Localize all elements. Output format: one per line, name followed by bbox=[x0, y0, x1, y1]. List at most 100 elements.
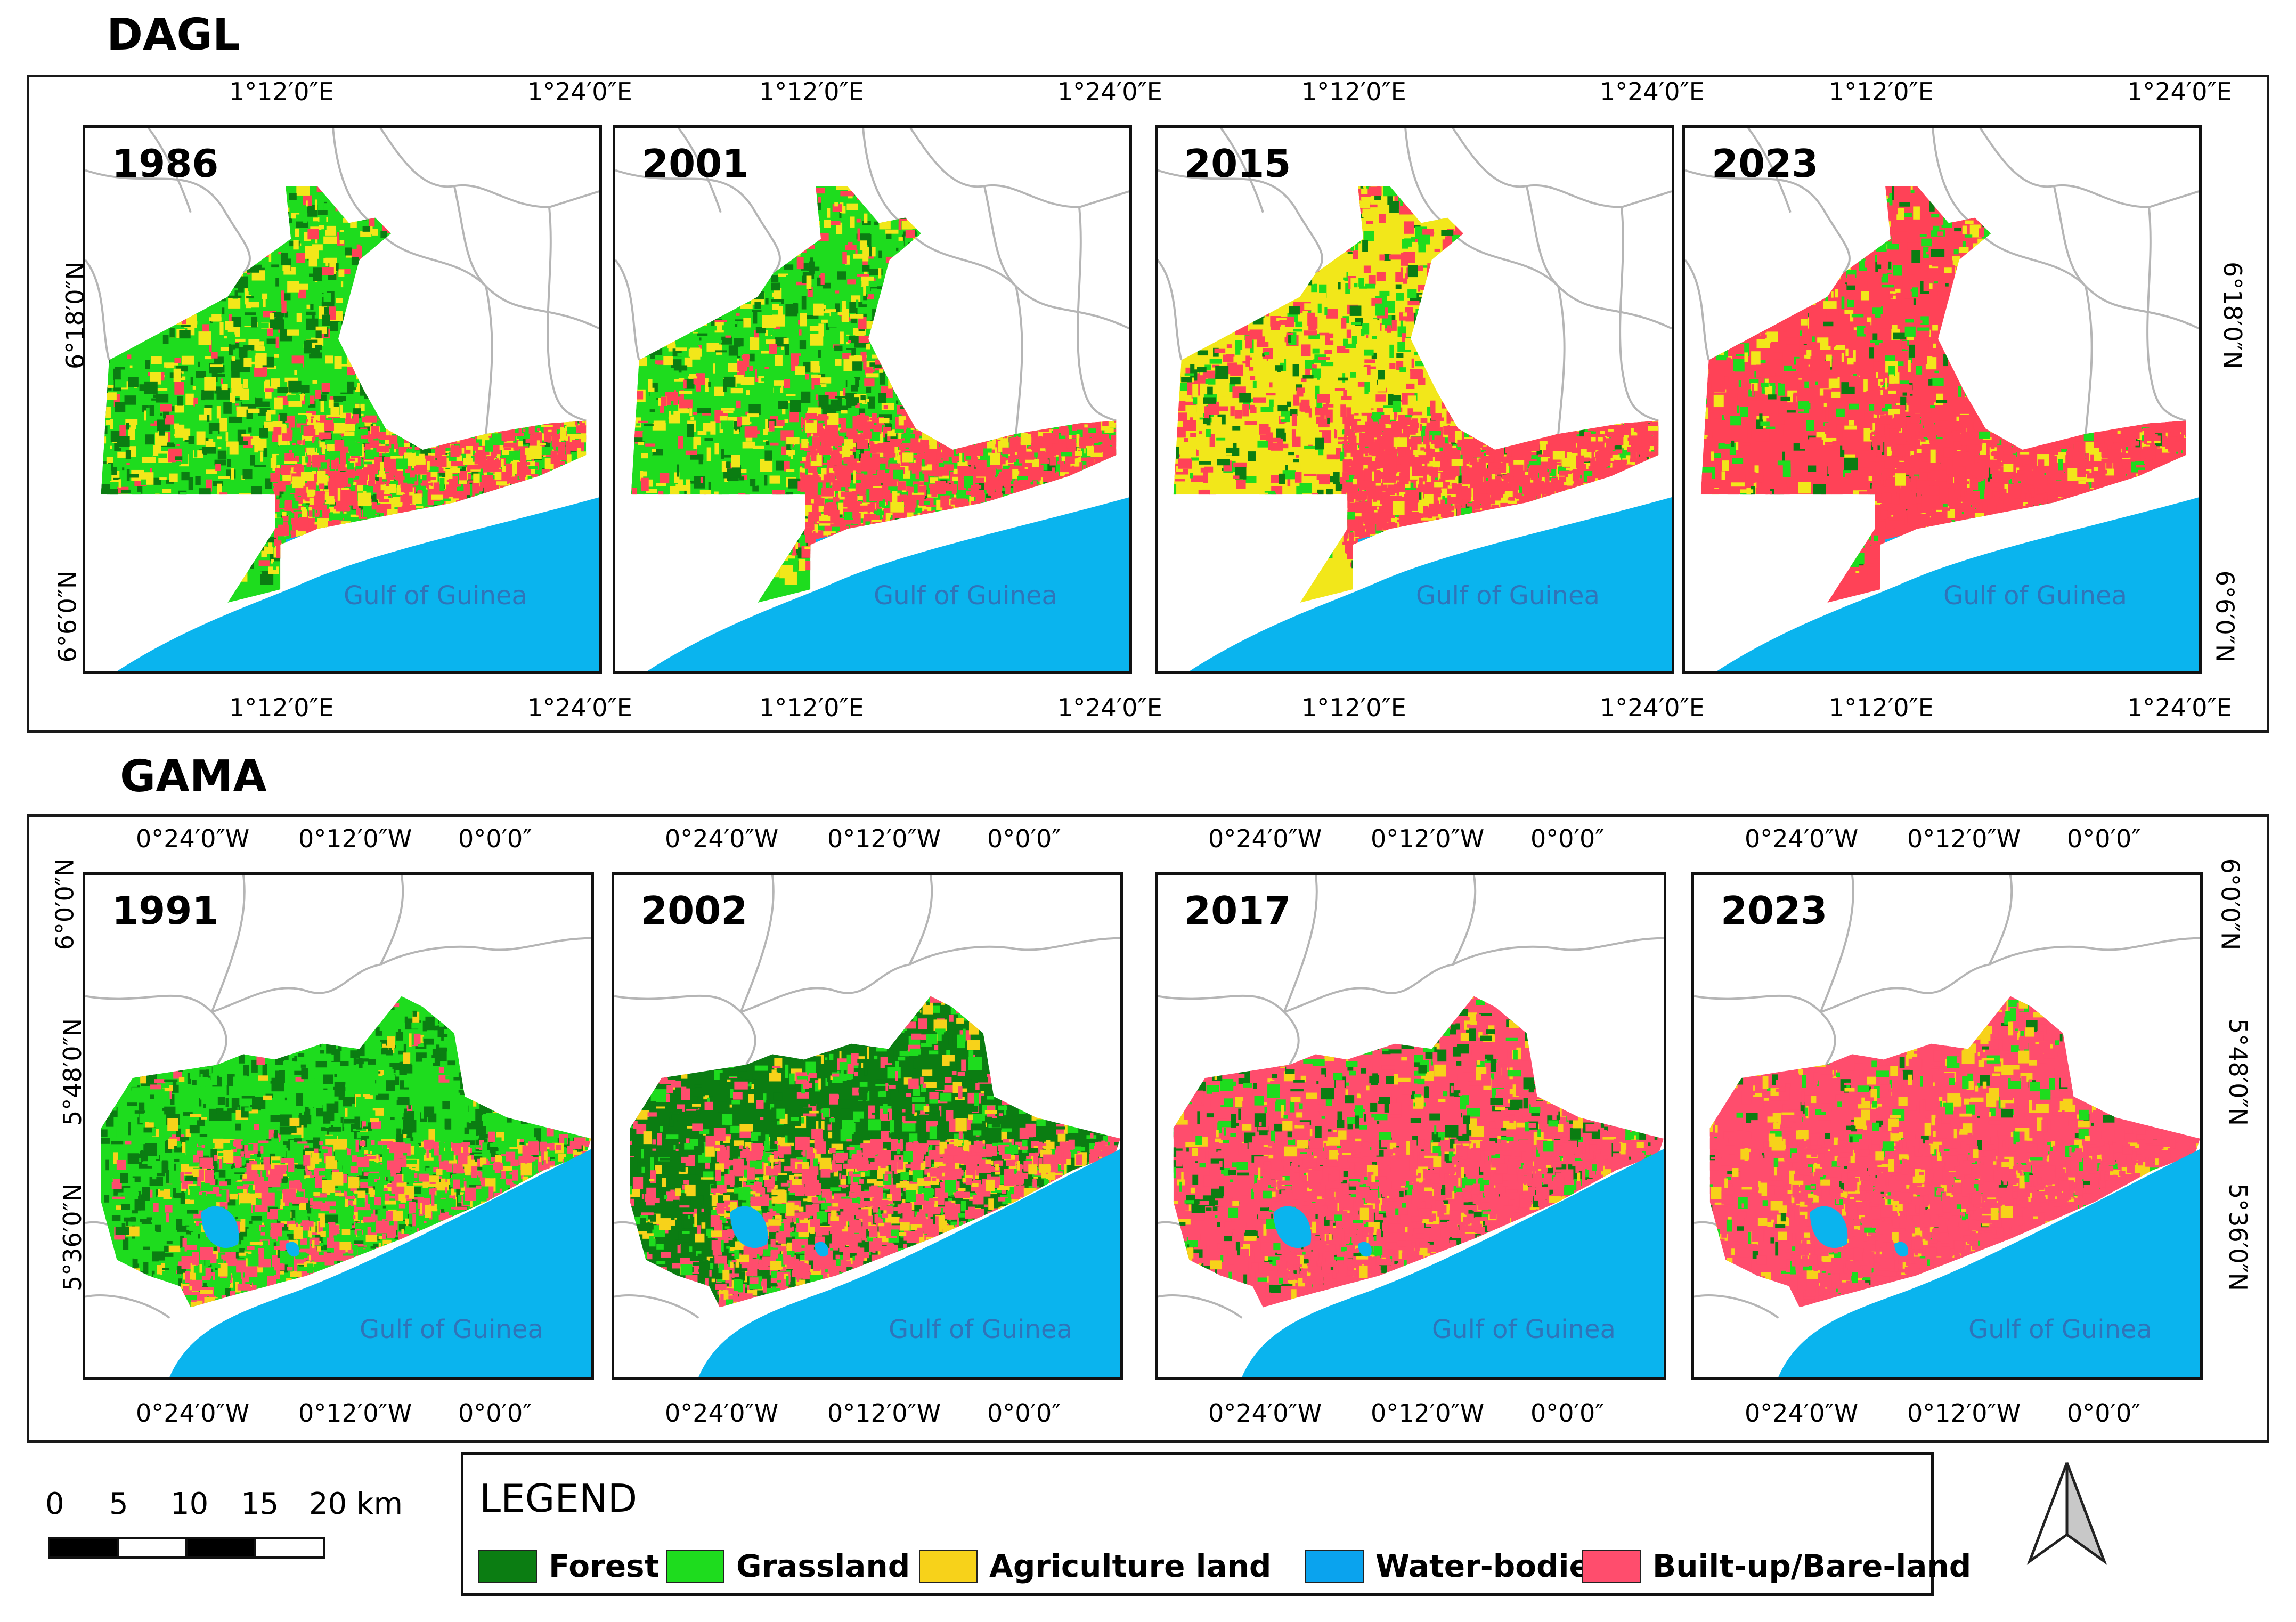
dagl-panel-0: 1986 Gulf of Guinea 1°12′0″E 1°12′0″E 1°24′0… bbox=[83, 77, 632, 722]
gama-lon-tick-bottom: 0°24′0″W bbox=[136, 1399, 249, 1428]
dagl-lon-tick-top: 1°12′0″E bbox=[229, 77, 334, 106]
dagl-year-label: 2015 bbox=[1184, 141, 1291, 186]
gama-lon-tick-bottom: 0°24′0″W bbox=[1745, 1399, 1858, 1428]
gama-lon-tick-bottom: 0°0′0″ bbox=[2067, 1399, 2140, 1428]
gama-boundary-line bbox=[908, 875, 933, 966]
dagl-boundary-line bbox=[453, 185, 487, 287]
dagl-year-label: 2023 bbox=[1712, 141, 1818, 186]
dagl-lon-tick-top: 1°24′0″E bbox=[2127, 77, 2232, 106]
gama-lat-tick: 5°36′0″N bbox=[58, 1183, 87, 1291]
dagl-boundary-line bbox=[485, 286, 493, 434]
gama-lon-tick-top: 0°12′0″W bbox=[1371, 824, 1484, 853]
gama-lon-tick-top: 0°24′0″W bbox=[1745, 824, 1858, 853]
gama-lon-tick-top: 0°0′0″ bbox=[1530, 824, 1604, 853]
gama-boundary-line bbox=[614, 994, 756, 1066]
gama-year-label: 2002 bbox=[641, 888, 747, 933]
dagl-lon-tick-bottom: 1°24′0″E bbox=[527, 693, 632, 722]
gama-gulf-label: Gulf of Guinea bbox=[360, 1315, 543, 1344]
gama-boundary-line bbox=[211, 963, 381, 1013]
gama-lat-tick: 6°0′0″N bbox=[50, 858, 79, 951]
gama-lon-tick-bottom: 0°12′0″W bbox=[1371, 1399, 1484, 1428]
dagl-year-label: 2001 bbox=[642, 141, 748, 186]
gama-boundary-line bbox=[614, 1294, 699, 1319]
gama-boundary-line bbox=[1819, 875, 1854, 1013]
dagl-lon-tick-bottom: 1°12′0″E bbox=[1829, 693, 1934, 722]
dagl-lon-tick-bottom: 1°12′0″E bbox=[1301, 693, 1406, 722]
scale-label-5: 5 bbox=[109, 1487, 128, 1521]
gama-lon-tick-bottom: 0°24′0″W bbox=[1208, 1399, 1322, 1428]
gama-lon-tick-top: 0°12′0″W bbox=[1907, 824, 2021, 853]
dagl-lon-tick-top: 1°12′0″E bbox=[759, 77, 864, 106]
dagl-sea bbox=[647, 497, 1129, 671]
dagl-boundary-line bbox=[983, 185, 1017, 287]
dagl-panel-1: 2001 Gulf of Guinea 1°12′0″E 1°12′0″E 1°24′0… bbox=[613, 77, 1162, 722]
dagl-gulf-label: Gulf of Guinea bbox=[1416, 581, 1600, 611]
legend-swatch-forest bbox=[478, 1550, 537, 1583]
gama-panel-1: 2002 Gulf of Guinea 0°24′0″W 0°24′0″W 0°12′0… bbox=[612, 824, 1123, 1428]
dagl-lon-tick-top: 1°12′0″E bbox=[1829, 77, 1934, 106]
legend-title: LEGEND bbox=[479, 1476, 637, 1521]
gama-lon-tick-top: 0°24′0″W bbox=[136, 824, 249, 853]
dagl-gulf-label: Gulf of Guinea bbox=[344, 581, 527, 611]
legend-label-grassland: Grassland bbox=[736, 1548, 910, 1584]
dagl-lat-tick: 6°18′0″N bbox=[2218, 262, 2247, 369]
dagl-lon-tick-bottom: 1°24′0″E bbox=[1600, 693, 1705, 722]
gama-sea bbox=[1242, 1149, 1664, 1377]
gama-boundary-line bbox=[1694, 1294, 1779, 1319]
gama-boundary-line bbox=[1452, 937, 1664, 966]
gama-lon-tick-bottom: 0°0′0″ bbox=[1530, 1399, 1604, 1428]
dagl-year-label: 1986 bbox=[112, 141, 218, 186]
dagl-sea bbox=[1716, 497, 2199, 671]
gama-boundary-line bbox=[210, 875, 246, 1013]
gama-gulf-label: Gulf of Guinea bbox=[1432, 1315, 1616, 1344]
scale-segment-3 bbox=[185, 1537, 256, 1559]
gama-boundary-line bbox=[1283, 963, 1453, 1013]
dagl-boundary-line bbox=[148, 128, 192, 213]
dagl-sea bbox=[1189, 497, 1672, 671]
dagl-boundary-line bbox=[2053, 185, 2087, 287]
dagl-boundary-line bbox=[1557, 286, 1566, 434]
gama-lon-tick-bottom: 0°0′0″ bbox=[987, 1399, 1061, 1428]
gama-boundary-line bbox=[380, 937, 591, 966]
dagl-boundary-line bbox=[1525, 185, 1559, 287]
legend-label-forest: Forest bbox=[549, 1548, 659, 1584]
dagl-boundary-line bbox=[85, 169, 251, 274]
gama-boundary-line bbox=[85, 1294, 170, 1319]
gama-gulf-label: Gulf of Guinea bbox=[889, 1315, 1072, 1344]
dagl-lon-tick-top: 1°24′0″E bbox=[1057, 77, 1162, 106]
dagl-gulf-label: Gulf of Guinea bbox=[874, 581, 1057, 611]
legend-swatch-builtup bbox=[1582, 1550, 1641, 1583]
dagl-lon-tick-bottom: 1°24′0″E bbox=[1057, 693, 1162, 722]
dagl-boundary-line bbox=[615, 259, 640, 361]
dagl-lat-tick: 6°6′0″N bbox=[2210, 571, 2239, 663]
gama-map-0 bbox=[83, 872, 594, 1380]
dagl-boundary-line bbox=[1158, 169, 1323, 274]
dagl-map-0 bbox=[83, 125, 602, 674]
gama-boundary-line bbox=[1283, 875, 1318, 1013]
gama-lon-tick-top: 0°0′0″ bbox=[458, 824, 532, 853]
gama-year-label: 2023 bbox=[1721, 888, 1827, 933]
scale-segment-1 bbox=[48, 1537, 119, 1559]
dagl-boundary-line bbox=[547, 207, 587, 422]
dagl-lon-tick-top: 1°24′0″E bbox=[527, 77, 632, 106]
legend-label-water: Water-bodies bbox=[1375, 1548, 1608, 1584]
gama-sea bbox=[169, 1149, 591, 1377]
gama-sea bbox=[1778, 1149, 2200, 1377]
gama-year-label: 1991 bbox=[112, 888, 218, 933]
dagl-panel-3: 2023 Gulf of Guinea 1°12′0″E 1°12′0″E 1°24′0… bbox=[1682, 77, 2232, 722]
scale-label-0: 0 bbox=[45, 1487, 64, 1521]
gama-boundary-line bbox=[1988, 875, 2013, 966]
legend-item-agriculture: Agriculture land bbox=[919, 1548, 1271, 1584]
dagl-lon-tick-top: 1°24′0″E bbox=[1600, 77, 1705, 106]
gama-lat-tick: 6°0′0″N bbox=[2216, 858, 2244, 951]
dagl-boundary-line bbox=[379, 128, 599, 208]
dagl-boundary-line bbox=[1220, 128, 1264, 213]
gama-boundary-line bbox=[1989, 937, 2200, 966]
gama-boundary-line bbox=[1694, 994, 1836, 1066]
dagl-boundary-line bbox=[85, 259, 110, 361]
dagl-panel-2: 2015 Gulf of Guinea 1°12′0″E 1°12′0″E 1°24′0… bbox=[1155, 77, 1705, 722]
dagl-frame bbox=[27, 75, 2269, 733]
gama-lon-tick-top: 0°24′0″W bbox=[665, 824, 778, 853]
dagl-lon-tick-bottom: 1°12′0″E bbox=[229, 693, 334, 722]
north-arrow-icon bbox=[2026, 1462, 2107, 1565]
